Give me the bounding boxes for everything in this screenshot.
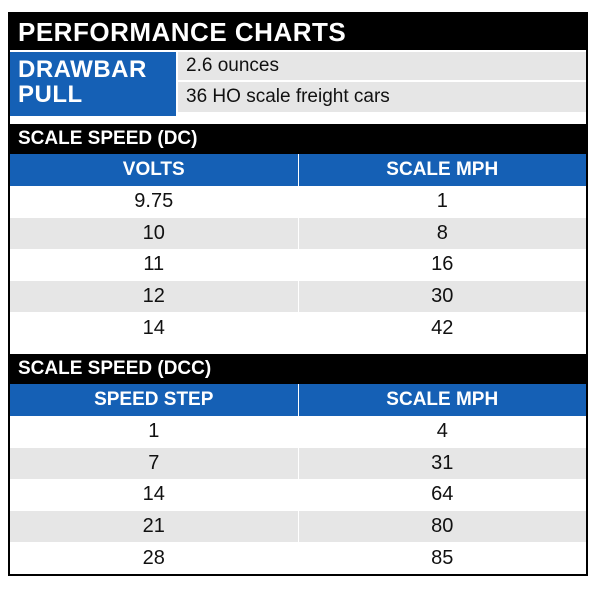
table-row: 28 85 — [10, 542, 586, 574]
dcc-mph-cell: 4 — [297, 415, 587, 448]
dc-table-header: VOLTS SCALE MPH — [10, 154, 586, 186]
table-row: 14 42 — [10, 312, 586, 344]
dcc-step-cell: 14 — [142, 483, 165, 506]
dcc-step-cell: 28 — [142, 546, 165, 569]
dc-section-title: SCALE SPEED (DC) — [10, 124, 586, 154]
dc-volts-cell: 10 — [142, 221, 165, 244]
dcc-mph-cell: 85 — [297, 542, 587, 574]
dc-volts-cell: 9.75 — [134, 190, 174, 213]
dc-volts-cell: 11 — [143, 253, 165, 276]
dcc-step-cell: 21 — [142, 515, 165, 538]
dc-header-volts: VOLTS — [122, 159, 185, 180]
dc-mph-cell: 1 — [297, 186, 587, 218]
table-row: 11 16 — [10, 249, 586, 281]
spacer — [10, 116, 586, 124]
drawbar-pull-section: DRAWBAR PULL 2.6 ounces 36 HO scale frei… — [10, 50, 586, 116]
performance-charts-card: PERFORMANCE CHARTS DRAWBAR PULL 2.6 ounc… — [8, 12, 588, 576]
dcc-table-header: SPEED STEP SCALE MPH — [10, 383, 587, 416]
table-row: 21 80 — [10, 510, 587, 543]
dc-header-scale-mph: SCALE MPH — [297, 154, 587, 186]
dcc-header-scale-mph: SCALE MPH — [297, 383, 587, 416]
drawbar-values: 2.6 ounces 36 HO scale freight cars — [176, 52, 586, 116]
spacer — [10, 343, 586, 354]
table-row: 14 64 — [10, 479, 586, 511]
drawbar-value-cars: 36 HO scale freight cars — [176, 82, 586, 112]
drawbar-value-ounces: 2.6 ounces — [176, 52, 586, 82]
table-row: 1 4 — [10, 415, 587, 448]
page-title: PERFORMANCE CHARTS — [10, 14, 586, 50]
dc-mph-cell: 8 — [297, 217, 587, 250]
table-row: 7 31 — [10, 447, 587, 480]
table-row: 10 8 — [10, 217, 587, 250]
dcc-mph-cell: 80 — [297, 510, 587, 543]
dc-mph-cell: 30 — [297, 280, 587, 313]
drawbar-label-line2: PULL — [18, 81, 83, 108]
dcc-step-cell: 7 — [148, 451, 160, 474]
dc-volts-cell: 12 — [142, 285, 165, 308]
table-row: 9.75 1 — [10, 186, 586, 218]
dc-mph-cell: 16 — [297, 249, 587, 281]
dcc-mph-cell: 64 — [297, 479, 587, 511]
dcc-section-title: SCALE SPEED (DCC) — [10, 353, 586, 384]
drawbar-label-line1: DRAWBAR — [18, 56, 147, 83]
dcc-mph-cell: 31 — [297, 447, 587, 480]
dcc-step-cell: 1 — [148, 420, 160, 443]
dc-mph-cell: 42 — [297, 312, 587, 344]
dc-volts-cell: 14 — [142, 316, 165, 339]
table-row: 12 30 — [10, 280, 587, 313]
drawbar-pull-label: DRAWBAR PULL — [10, 52, 176, 116]
dcc-header-speed-step: SPEED STEP — [94, 388, 214, 410]
